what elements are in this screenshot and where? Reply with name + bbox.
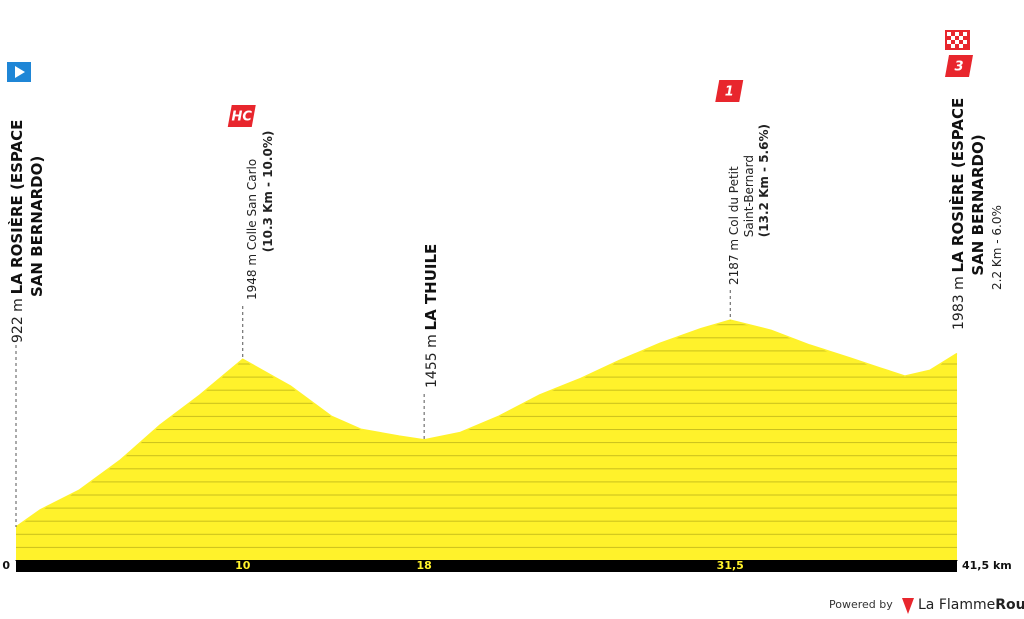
waypoint-elevation: 2187 m xyxy=(727,239,741,285)
climb-detail: (10.3 Km - 10.0%) xyxy=(261,131,275,253)
category-badge xyxy=(227,105,256,127)
waypoint-elevation: 1455 m xyxy=(424,334,440,388)
brand-icon xyxy=(902,598,914,614)
category-badge xyxy=(715,80,744,102)
elevation-line xyxy=(15,319,958,528)
waypoint-name: Colle San Carlo xyxy=(245,159,259,250)
brand: La FlammeRouge xyxy=(918,597,1024,613)
waypoint-elevation: 1983 m xyxy=(951,276,967,330)
finish-flag xyxy=(945,30,970,50)
brand-name: La Flamme xyxy=(918,597,995,613)
x-tick-label: 18 xyxy=(416,559,431,572)
waypoint-name: SAN BERNARDO) xyxy=(969,134,987,275)
waypoint-name: Col du Petit xyxy=(727,166,741,235)
climb-detail: (13.2 Km - 5.6%) xyxy=(757,124,771,237)
waypoint-name: Saint-Bernard xyxy=(742,155,756,237)
powered-by: Powered by xyxy=(829,598,893,611)
waypoint-elevation: 1948 m xyxy=(245,254,259,300)
waypoint-name: LA THUILE xyxy=(422,244,440,331)
waypoint-name: LA ROSIÈRE (ESPACE xyxy=(948,98,967,273)
waypoint-name: SAN BERNARDO) xyxy=(28,156,46,297)
category-label: 1 xyxy=(725,85,734,100)
waypoint-elevation: 922 m xyxy=(10,298,26,343)
waypoint-label: 2187 m Col du Petit xyxy=(727,166,741,285)
waypoint-label: 1948 m Colle San Carlo xyxy=(245,159,259,300)
x-tick-label: 0 xyxy=(2,559,10,572)
waypoint-name: LA ROSIÈRE (ESPACE xyxy=(7,120,26,295)
category-badge xyxy=(945,55,973,77)
climb-detail: 2.2 Km - 6.0% xyxy=(990,205,1004,290)
category-label: 3 xyxy=(954,60,963,75)
waypoint-label: 1983 m LA ROSIÈRE (ESPACE xyxy=(948,98,967,330)
x-tick-label: 10 xyxy=(235,559,251,572)
start-icon xyxy=(7,62,31,82)
elevation-area xyxy=(16,320,957,560)
footer: Powered by La FlammeRouge xyxy=(829,597,1024,614)
x-tick-label: 41,5 km xyxy=(962,559,1012,572)
brand-name-bold: Rouge xyxy=(995,597,1024,613)
waypoint-label: 922 m LA ROSIÈRE (ESPACE xyxy=(7,120,26,343)
category-label: HC xyxy=(232,110,253,125)
x-tick-label: 31,5 xyxy=(717,559,744,572)
distance-bar xyxy=(16,560,957,572)
waypoint-label: 1455 m LA THUILE xyxy=(422,244,440,388)
